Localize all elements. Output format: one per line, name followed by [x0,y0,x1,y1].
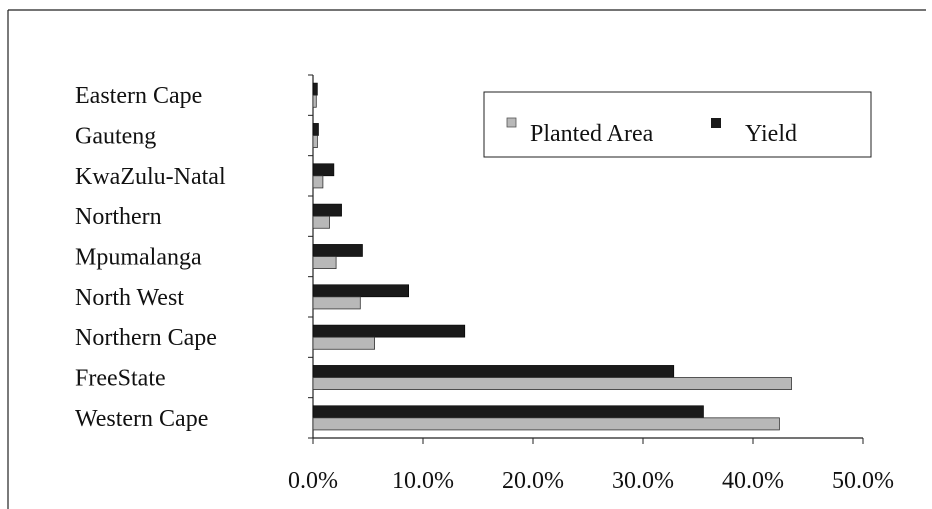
x-tick-label: 30.0% [612,468,674,494]
bar-yield [312,324,466,338]
x-tick-label: 0.0% [288,468,338,494]
legend-swatch-planted-area [506,117,517,128]
bar-planted-area [312,417,780,431]
bar-yield [312,203,342,217]
x-tick-label: 50.0% [832,468,894,494]
category-label: Gauteng [75,124,156,150]
bar-yield [312,365,675,378]
category-label: Mpumalanga [75,245,202,271]
legend-label-yield: Yield [745,121,797,147]
legend-swatch-yield [711,118,721,128]
category-label: Western Cape [75,406,208,432]
bar-yield [312,284,409,298]
x-tick-label: 40.0% [722,468,784,494]
category-label: Eastern Cape [75,83,202,109]
bar-planted-area [312,377,792,391]
bar-yield [312,244,363,257]
category-label: FreeState [75,366,166,392]
bar-yield [312,163,335,177]
plot-area [308,74,863,439]
bar-planted-area [312,296,361,310]
legend-box [483,91,872,158]
x-axis-ticks: 0.0% 10.0% 20.0% 30.0% 40.0% 50.0% [288,438,894,494]
bar-yield [312,405,704,419]
bar-planted-area [312,256,337,270]
bar-planted-area [312,135,318,149]
category-labels: Eastern Cape Gauteng KwaZulu-Natal Northern… [75,83,226,432]
legend: Planted Area Yield [483,91,872,158]
bar-planted-area [312,94,317,108]
x-tick-label: 20.0% [502,468,564,494]
legend-label-planted-area: Planted Area [530,121,654,147]
bar-planted-area [312,215,330,229]
category-label: Northern Cape [75,325,217,351]
bar-yield [312,82,318,96]
bar-planted-area [312,336,375,350]
x-tick-label: 10.0% [392,468,454,494]
bar-planted-area [312,175,324,189]
category-label: Northern [75,204,162,230]
bar-yield [312,123,319,136]
category-label: North West [75,285,184,311]
category-label: KwaZulu-Natal [75,164,226,190]
